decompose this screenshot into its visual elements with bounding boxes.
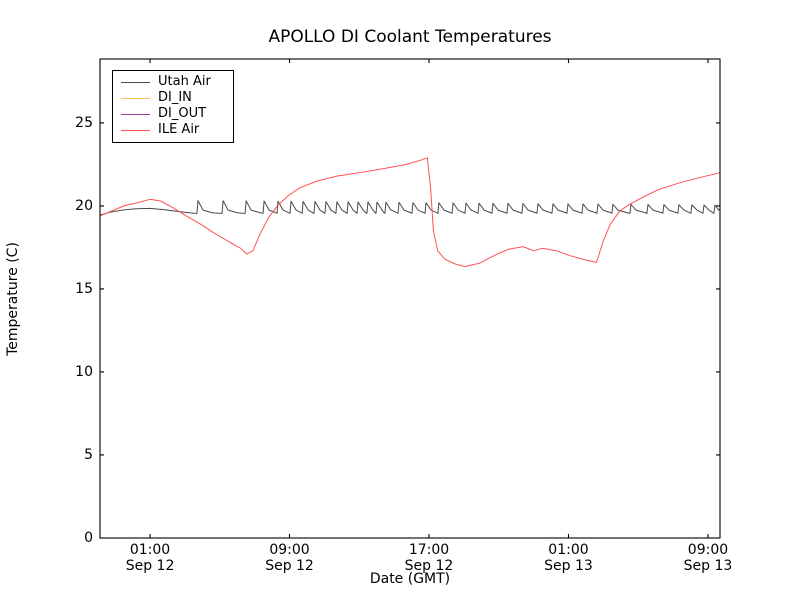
plot-border xyxy=(99,58,721,539)
x-tick-time: 09:00 xyxy=(269,542,310,558)
y-tick-label-25: 25 xyxy=(75,114,93,131)
x-axis-label: Date (GMT) xyxy=(369,571,451,587)
x-tick-time: 09:00 xyxy=(687,542,729,558)
legend-entry-utah-air: Utah Air xyxy=(113,74,233,90)
legend-label: DI_IN xyxy=(158,90,192,105)
x-tick-label-1700-sep12: 17:00 Sep 12 xyxy=(384,542,474,574)
legend-line-icon xyxy=(121,81,150,83)
x-tick-date: Sep 12 xyxy=(404,558,454,574)
legend-entry-ile-air: ILE Air xyxy=(113,122,233,138)
x-tick-label-0900-sep13: 09:00 Sep 13 xyxy=(663,542,753,574)
legend-label: Utah Air xyxy=(158,74,211,89)
series-line-utah-air xyxy=(99,200,721,216)
legend-line-icon xyxy=(121,113,150,115)
legend: Utah Air DI_IN DI_OUT ILE Air xyxy=(112,70,234,143)
legend-entry-di-out: DI_OUT xyxy=(113,106,233,122)
x-tick-label-0100-sep13: 01:00 Sep 13 xyxy=(523,542,613,574)
y-tick-label-20: 20 xyxy=(75,197,93,214)
x-tick-time: 01:00 xyxy=(129,542,171,558)
x-tick-date: Sep 13 xyxy=(544,558,593,574)
legend-line-icon xyxy=(121,129,150,131)
tick-marks-path xyxy=(100,59,720,539)
x-tick-time: 17:00 xyxy=(408,542,450,558)
x-tick-date: Sep 12 xyxy=(125,558,175,574)
chart-title: APOLLO DI Coolant Temperatures xyxy=(268,27,552,47)
legend-line-icon xyxy=(121,97,150,99)
y-tick-label-5: 5 xyxy=(84,446,93,463)
legend-label: DI_OUT xyxy=(158,106,207,121)
axis-ticks xyxy=(100,59,720,539)
chart-series xyxy=(99,157,721,539)
x-tick-label-0100-sep12: 01:00 Sep 12 xyxy=(105,542,195,574)
legend-label: ILE Air xyxy=(158,122,200,137)
series-line-ile-air xyxy=(99,157,721,267)
x-tick-label-0900-sep12: 09:00 Sep 12 xyxy=(245,542,335,574)
x-tick-date: Sep 13 xyxy=(683,558,733,574)
y-tick-label-0: 0 xyxy=(84,530,93,546)
x-tick-date: Sep 12 xyxy=(265,558,314,574)
legend-entry-di-in: DI_IN xyxy=(113,90,233,106)
y-tick-label-15: 15 xyxy=(75,280,93,297)
y-tick-label-10: 10 xyxy=(75,363,93,380)
x-tick-time: 01:00 xyxy=(548,542,589,558)
